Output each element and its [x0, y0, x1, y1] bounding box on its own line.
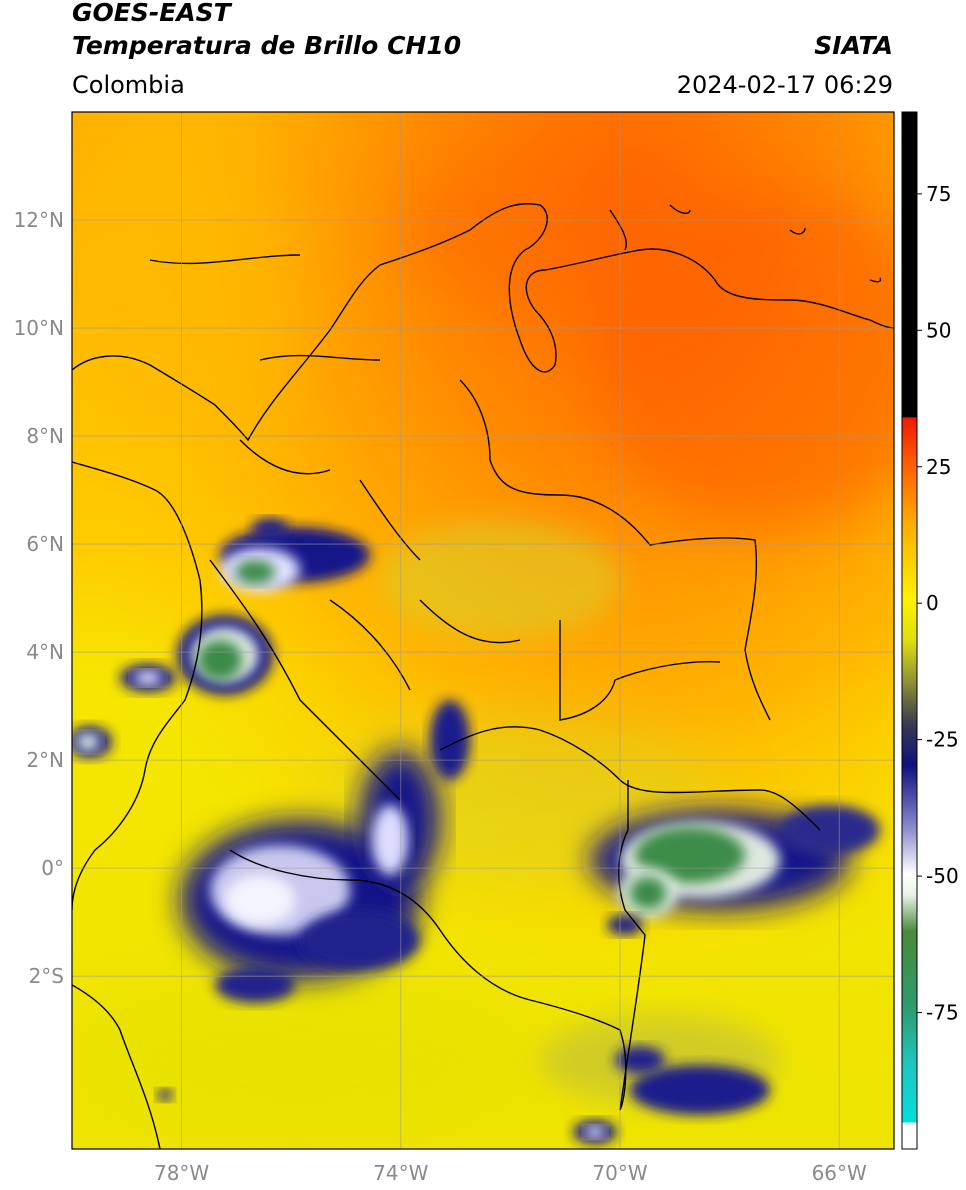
colorbar-tick-label: 50 [926, 318, 951, 342]
lon-tick-label: 66°W [812, 1161, 867, 1185]
colorbar-tick-label: 25 [926, 455, 951, 479]
title-line-2: Temperatura de Brillo CH10 [72, 31, 462, 60]
brand-label: SIATA [814, 31, 893, 60]
colorbar-tick-label: 0 [926, 591, 939, 615]
cloud-cluster-southeast [157, 1046, 770, 1144]
lat-tick-label: 6°N [26, 532, 64, 556]
brightness-temperature-field [72, 112, 894, 1149]
colorbar-tick-labels: 75 50 25 0 -25 -50 -75 [917, 182, 959, 1025]
colorbar [902, 112, 917, 1149]
colorbar-frame [901, 111, 918, 1150]
lat-tick-label: 8°N [26, 424, 64, 448]
lat-tick-label: 10°N [14, 316, 64, 340]
cloud-cluster-west-6n [220, 518, 370, 592]
colorbar-tick-label: 75 [926, 182, 951, 206]
cloud-cluster-east [590, 805, 880, 935]
lat-tick-label: 4°N [26, 640, 64, 664]
map-frame [71, 111, 895, 1150]
gridlines [72, 112, 894, 1149]
lon-tick-label: 70°W [592, 1161, 647, 1185]
region-label: Colombia [72, 71, 185, 99]
colorbar-tick-label: -25 [926, 728, 959, 752]
lon-tick-label: 78°W [154, 1161, 209, 1185]
lat-tick-label: 0° [41, 856, 64, 880]
datetime-label: 2024-02-17 06:29 [676, 71, 893, 99]
title-line-1: GOES-EAST [72, 0, 231, 27]
lat-tick-label: 2°S [29, 964, 64, 988]
colorbar-tick-label: -50 [926, 864, 959, 888]
longitude-tick-labels: 78°W 74°W 70°W 66°W [154, 1161, 867, 1185]
lat-tick-label: 12°N [14, 208, 64, 232]
lon-tick-label: 74°W [373, 1161, 428, 1185]
colorbar-tick-label: -75 [926, 1001, 959, 1025]
lat-tick-label: 2°N [26, 748, 64, 772]
latitude-tick-labels: 12°N 10°N 8°N 6°N 4°N 2°N 0° 2°S [14, 208, 64, 988]
